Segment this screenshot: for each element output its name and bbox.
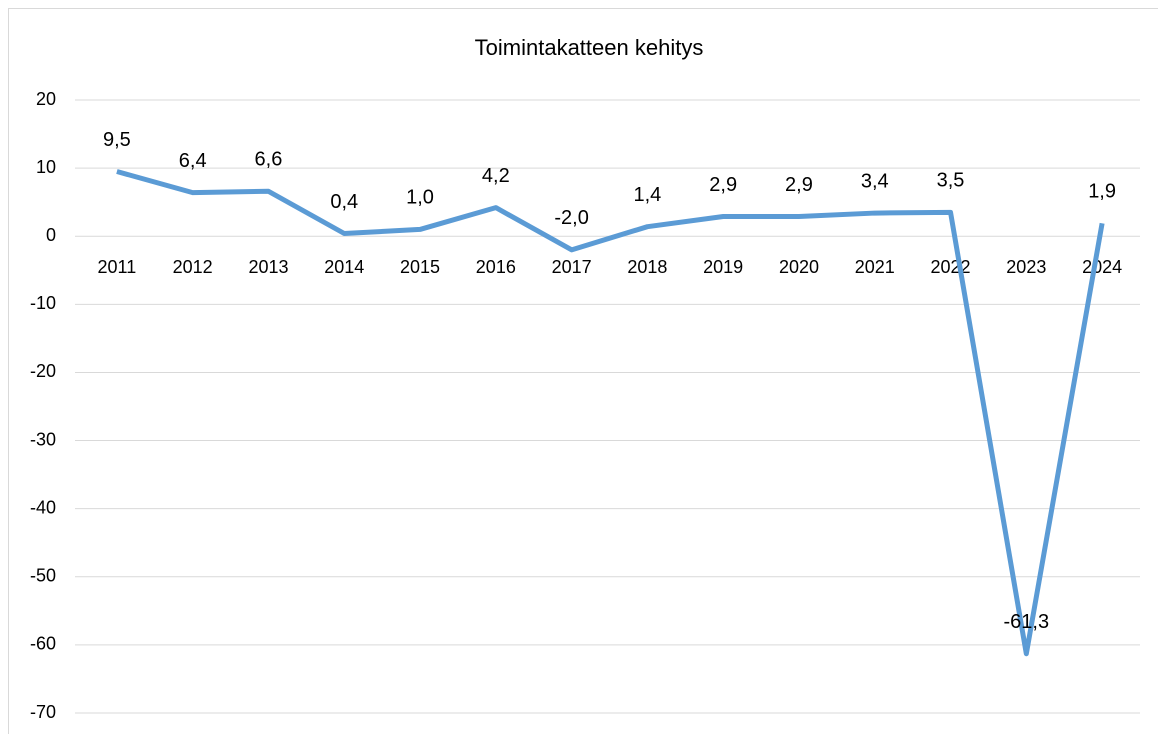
x-tick-label: 2019 [703, 257, 743, 277]
x-tick-label: 2016 [476, 257, 516, 277]
data-label: 6,4 [179, 150, 207, 172]
x-tick-label: 2018 [627, 257, 667, 277]
data-label: 6,6 [255, 149, 283, 171]
y-tick-label: -60 [30, 634, 56, 654]
x-tick-label: 2014 [324, 257, 364, 277]
x-tick-label: 2011 [98, 257, 137, 277]
data-label: -61,3 [1004, 611, 1050, 633]
y-tick-label: -70 [30, 702, 56, 722]
data-label: 1,4 [633, 184, 661, 206]
data-label: 1,0 [406, 187, 434, 209]
data-label: 9,5 [103, 129, 131, 151]
x-tick-label: 2017 [552, 257, 592, 277]
data-label: 2,9 [709, 174, 737, 196]
x-tick-label: 2023 [1006, 257, 1046, 277]
data-label: 2,9 [785, 174, 813, 196]
data-line [116, 169, 1105, 657]
x-tick-label: 2022 [931, 257, 971, 277]
data-label: -2,0 [554, 207, 588, 229]
data-label: 0,4 [330, 191, 358, 213]
x-tick-label: 2012 [173, 257, 213, 277]
chart-border [8, 8, 1158, 734]
data-label: 3,5 [937, 170, 965, 192]
x-tick-label: 2020 [779, 257, 819, 277]
y-tick-label: -10 [30, 293, 56, 313]
x-tick-label: 2015 [400, 257, 440, 277]
chart-title: Toimintakatteen kehitys [475, 35, 704, 60]
x-tick-label: 2021 [855, 257, 895, 277]
x-tick-label: 2024 [1082, 257, 1122, 277]
y-tick-label: -30 [30, 429, 56, 449]
y-tick-label: -20 [30, 361, 56, 381]
data-label: 1,9 [1088, 181, 1116, 203]
y-tick-label: 10 [36, 157, 56, 177]
y-tick-label: -40 [30, 497, 56, 517]
y-tick-label: 20 [36, 89, 56, 109]
data-label: 3,4 [861, 170, 889, 192]
x-tick-label: 2013 [248, 257, 288, 277]
data-label: 4,2 [482, 165, 510, 187]
y-tick-label: -50 [30, 566, 56, 586]
y-tick-label: 0 [46, 225, 56, 245]
